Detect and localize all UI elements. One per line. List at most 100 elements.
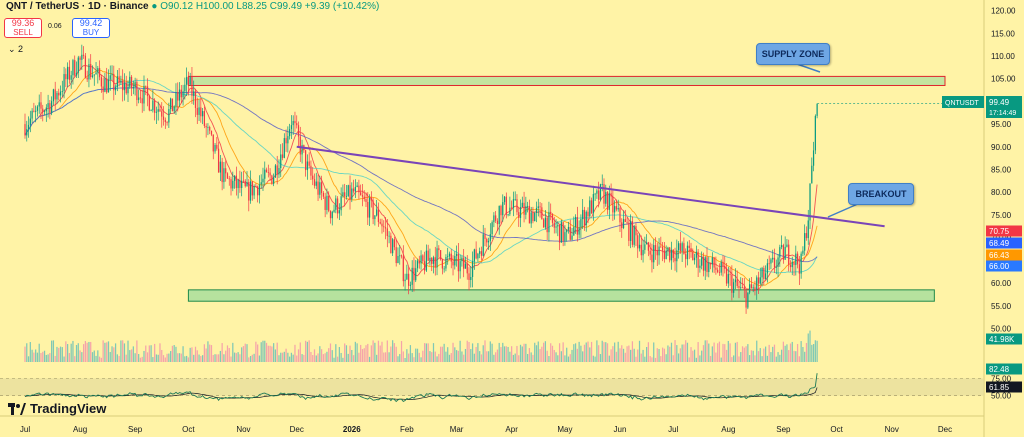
volume-bar: [312, 355, 314, 362]
candle-body: [58, 92, 60, 96]
volume-bar: [267, 345, 269, 362]
candle-body: [772, 257, 774, 260]
volume-bar: [795, 351, 797, 362]
volume-series: [24, 330, 818, 362]
candle-body: [479, 251, 481, 254]
candle-body: [38, 102, 40, 107]
volume-bar: [525, 343, 527, 362]
buy-button[interactable]: 99.42 BUY: [72, 18, 110, 38]
indicator-collapse-toggle[interactable]: ⌄ 2: [8, 44, 24, 54]
volume-bar: [216, 354, 218, 362]
volume-bar: [315, 355, 317, 362]
candle-body: [292, 120, 294, 126]
volume-bar: [273, 343, 275, 362]
candle-body: [690, 248, 692, 253]
volume-bar: [516, 345, 518, 362]
candle-body: [209, 126, 211, 131]
candle-body: [511, 207, 513, 209]
volume-bar: [532, 354, 534, 362]
candle-body: [274, 165, 277, 178]
candle-body: [91, 75, 94, 78]
volume-bar: [807, 333, 809, 362]
candle-body: [324, 196, 326, 210]
volume-bar: [326, 351, 328, 362]
time-tick-label: Jun: [614, 425, 627, 434]
candle-body: [544, 217, 547, 228]
candle-body: [384, 227, 387, 229]
volume-bar: [319, 346, 321, 362]
volume-bar: [541, 346, 543, 362]
candle-body: [244, 180, 246, 187]
breakout-callout[interactable]: BREAKOUT: [848, 183, 914, 205]
candle-body: [757, 277, 760, 284]
candle-body: [621, 222, 623, 229]
candle-body: [184, 84, 186, 92]
candle-body: [287, 136, 289, 144]
volume-bar: [70, 343, 72, 362]
time-tick-label: Aug: [73, 425, 87, 434]
volume-bar: [384, 352, 387, 362]
candle-body: [784, 246, 786, 260]
candle-body: [733, 282, 735, 293]
candle-body: [500, 205, 502, 216]
sell-button[interactable]: 99.36 SELL: [4, 18, 42, 38]
volume-bar: [635, 356, 637, 362]
candle-body: [761, 267, 763, 278]
volume-bar: [232, 342, 234, 362]
volume-bar: [669, 346, 671, 362]
candle-body: [329, 210, 332, 219]
volume-bar: [24, 346, 26, 362]
volume-bar: [713, 342, 715, 362]
candle-body: [649, 250, 651, 255]
volume-bar: [772, 346, 774, 362]
candle-body: [679, 243, 681, 251]
volume-bar: [280, 352, 282, 362]
candle-body: [729, 274, 731, 275]
candle-body: [68, 66, 71, 80]
candle-body: [782, 245, 784, 260]
volume-bar: [798, 356, 800, 362]
candle-body: [217, 148, 220, 173]
volume-bar: [576, 348, 578, 362]
candle-body: [319, 182, 321, 195]
candle-body: [592, 194, 594, 214]
volume-bar: [354, 341, 356, 362]
ma-long-line: [24, 87, 818, 263]
volume-bar: [336, 356, 339, 362]
candle-body: [646, 242, 648, 245]
volume-bar: [610, 349, 612, 362]
volume-bar: [468, 341, 470, 362]
candle-body: [519, 207, 522, 218]
volume-bar: [741, 346, 744, 362]
candle-body: [40, 102, 42, 109]
volume-bar: [560, 351, 562, 362]
candle-body: [278, 168, 280, 175]
volume-bar: [812, 344, 815, 362]
supply-zone-callout[interactable]: SUPPLY ZONE: [756, 43, 830, 65]
candle-body: [422, 255, 424, 262]
ma-value-tag-bg: [986, 225, 1022, 237]
volume-bar: [640, 353, 642, 362]
ma-value-tag-text: 66.00: [989, 262, 1010, 271]
volume-bar: [493, 354, 495, 362]
symbol-title[interactable]: QNT / TetherUS · 1D · Binance: [6, 1, 149, 12]
ma-slow-line: [24, 79, 818, 274]
volume-bar: [585, 342, 587, 362]
price-tick-label: 60.00: [991, 279, 1012, 288]
volume-bar: [189, 347, 191, 362]
tradingview-logo[interactable]: TradingView: [8, 401, 106, 416]
volume-bar: [35, 349, 37, 362]
candle-body: [734, 279, 737, 283]
volume-bar: [436, 356, 438, 362]
candle-body: [466, 263, 468, 274]
volume-bar: [221, 343, 223, 362]
time-tick-label: Jul: [668, 425, 678, 434]
candle-body: [530, 212, 532, 224]
volume-bar: [283, 351, 285, 362]
volume-bar: [601, 340, 603, 362]
candle-body: [246, 182, 248, 187]
volume-bar: [804, 351, 806, 362]
candle-body: [448, 253, 451, 257]
